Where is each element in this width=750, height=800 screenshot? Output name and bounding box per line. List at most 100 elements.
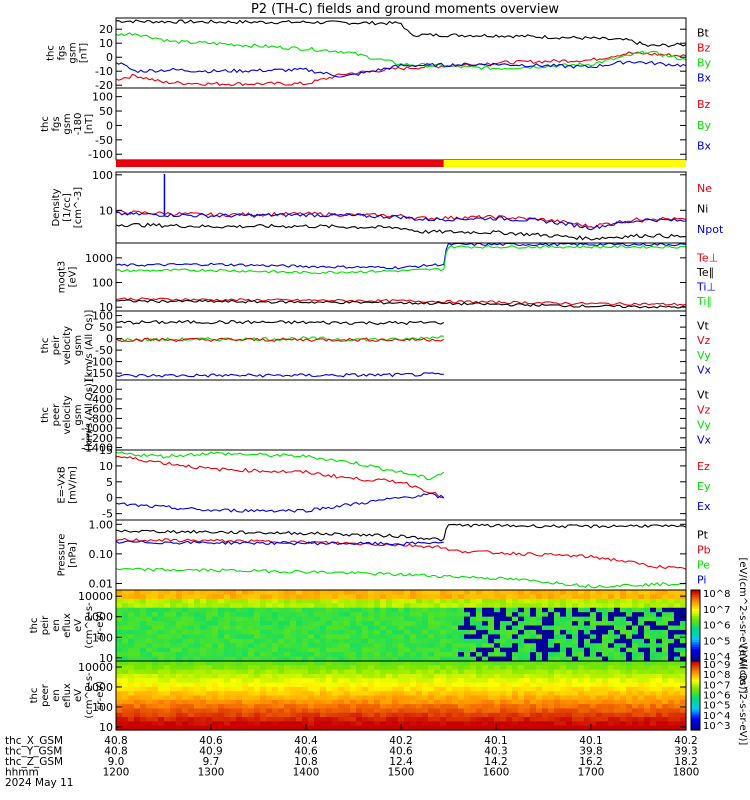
heatmap-cell — [278, 682, 285, 688]
heatmap-cell — [392, 686, 399, 692]
y-tick-label: -800 — [88, 412, 113, 425]
heatmap-cell — [620, 603, 627, 609]
heatmap-cell — [242, 647, 249, 653]
y-tick-label: -400 — [88, 393, 113, 406]
heatmap-cell — [614, 643, 621, 649]
heatmap-cell — [614, 652, 621, 658]
heatmap-cell — [476, 665, 483, 671]
heatmap-cell — [230, 647, 237, 653]
heatmap-cell — [302, 699, 309, 705]
heatmap-cell — [128, 638, 135, 644]
heatmap-cell — [470, 612, 477, 618]
heatmap-cell — [122, 634, 129, 640]
heatmap-cell — [218, 616, 225, 622]
heatmap-cell — [374, 647, 381, 653]
heatmap-cell — [164, 643, 171, 649]
heatmap-cell — [542, 712, 549, 718]
heatmap-cell — [128, 691, 135, 697]
heatmap-cell — [518, 669, 525, 675]
heatmap-cell — [260, 725, 267, 731]
heatmap-cell — [128, 621, 135, 627]
heatmap-cell — [560, 721, 567, 727]
heatmap-cell — [308, 708, 315, 714]
heatmap-cell — [614, 678, 621, 684]
heatmap-cell — [230, 725, 237, 731]
heatmap-cell — [158, 612, 165, 618]
colorbar-segment — [691, 625, 700, 629]
heatmap-cell — [434, 629, 441, 635]
heatmap-cell — [122, 625, 129, 631]
heatmap-cell — [338, 616, 345, 622]
legend-label: Vt — [697, 389, 710, 402]
series-line-Ti⊥ — [115, 242, 687, 270]
heatmap-cell — [278, 673, 285, 679]
heatmap-cell — [608, 616, 615, 622]
heatmap-cell — [554, 669, 561, 675]
heatmap-cell — [440, 661, 447, 666]
heatmap-cell — [182, 721, 189, 727]
heatmap-cell — [464, 656, 471, 662]
heatmap-cell — [470, 634, 477, 640]
heatmap-cell — [578, 695, 585, 701]
colorbar-segment — [691, 639, 700, 643]
heatmap-cell — [416, 643, 423, 649]
heatmap-cell — [500, 721, 507, 727]
heatmap-cell — [458, 661, 465, 666]
heatmap-cell — [638, 625, 645, 631]
heatmap-cell — [170, 725, 177, 731]
heatmap-cell — [296, 699, 303, 705]
x-row-value: 9.7 — [203, 756, 220, 768]
heatmap-cell — [146, 634, 153, 640]
heatmap-cell — [614, 590, 621, 596]
heatmap-cell — [590, 603, 597, 609]
heatmap-cell — [644, 678, 651, 684]
heatmap-cell — [194, 686, 201, 692]
heatmap-cell — [266, 612, 273, 618]
heatmap-cell — [638, 621, 645, 627]
heatmap-cell — [332, 625, 339, 631]
heatmap-cell — [344, 661, 351, 666]
heatmap-cell — [554, 629, 561, 635]
heatmap-cell — [410, 656, 417, 662]
heatmap-cell — [380, 634, 387, 640]
heatmap-cell — [542, 603, 549, 609]
heatmap-cell — [656, 647, 663, 653]
heatmap-cell — [650, 695, 657, 701]
heatmap-cell — [440, 712, 447, 718]
heatmap-cell — [266, 695, 273, 701]
heatmap-cell — [434, 661, 441, 666]
heatmap-cell — [614, 634, 621, 640]
heatmap-cell — [638, 656, 645, 662]
heatmap-cell — [500, 590, 507, 596]
heatmap-cell — [614, 612, 621, 618]
heatmap-cell — [224, 634, 231, 640]
heatmap-cell — [140, 699, 147, 705]
heatmap-cell — [368, 673, 375, 679]
heatmap-cell — [236, 652, 243, 658]
heatmap-cell — [578, 652, 585, 658]
heatmap-cell — [584, 621, 591, 627]
heatmap-cell — [140, 669, 147, 675]
heatmap-cell — [578, 638, 585, 644]
heatmap-cell — [320, 704, 327, 710]
heatmap-cell — [362, 721, 369, 727]
heatmap-cell — [434, 708, 441, 714]
heatmap-cell — [512, 603, 519, 609]
y-tick-label: 0 — [106, 51, 113, 64]
y-tick-label: 100 — [92, 277, 113, 290]
heatmap-cell — [290, 708, 297, 714]
heatmap-cell — [590, 594, 597, 600]
heatmap-cell — [380, 629, 387, 635]
y-tick-label: 0.10 — [89, 548, 114, 561]
heatmap-cell — [488, 652, 495, 658]
heatmap-cell — [326, 643, 333, 649]
heatmap-cell — [638, 678, 645, 684]
heatmap-cell — [680, 669, 687, 675]
heatmap-cell — [572, 652, 579, 658]
heatmap-cell — [548, 612, 555, 618]
heatmap-cell — [194, 647, 201, 653]
heatmap-cell — [386, 669, 393, 675]
heatmap-cell — [308, 616, 315, 622]
heatmap-cell — [602, 665, 609, 671]
heatmap-cell — [500, 682, 507, 688]
